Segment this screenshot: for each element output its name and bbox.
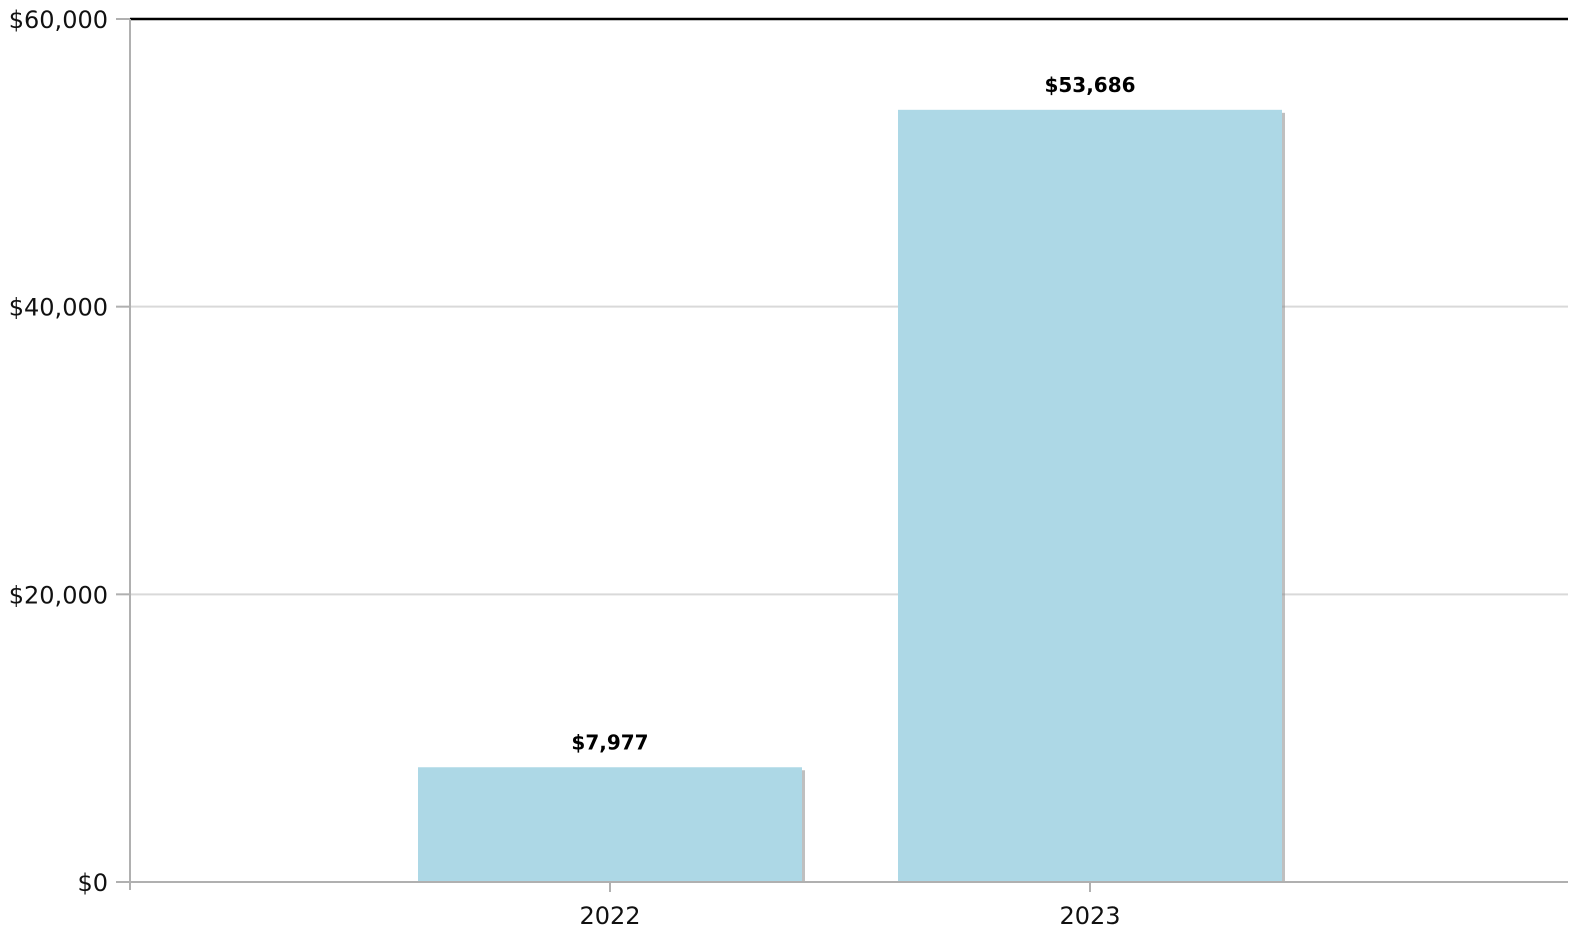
y-axis-ticks: $0 $20,000 $40,000 $60,000 bbox=[9, 6, 130, 897]
data-labels: $7,977 $53,686 bbox=[571, 73, 1135, 754]
x-axis-ticks: 2022 2023 bbox=[579, 882, 1121, 930]
y-tick-label: $40,000 bbox=[9, 294, 108, 322]
y-tick-label: $60,000 bbox=[9, 6, 108, 34]
y-tick-label: $20,000 bbox=[9, 581, 108, 609]
x-tick-label-2023: 2023 bbox=[1059, 902, 1120, 930]
bar-2023 bbox=[898, 109, 1282, 883]
bar-2022 bbox=[418, 767, 802, 882]
bars bbox=[418, 109, 1285, 884]
grid-lines bbox=[130, 305, 1568, 596]
x-tick-label-2022: 2022 bbox=[579, 902, 640, 930]
data-label-2023: $53,686 bbox=[1044, 73, 1135, 97]
data-label-2022: $7,977 bbox=[571, 730, 648, 754]
y-tick-label: $0 bbox=[77, 869, 108, 897]
